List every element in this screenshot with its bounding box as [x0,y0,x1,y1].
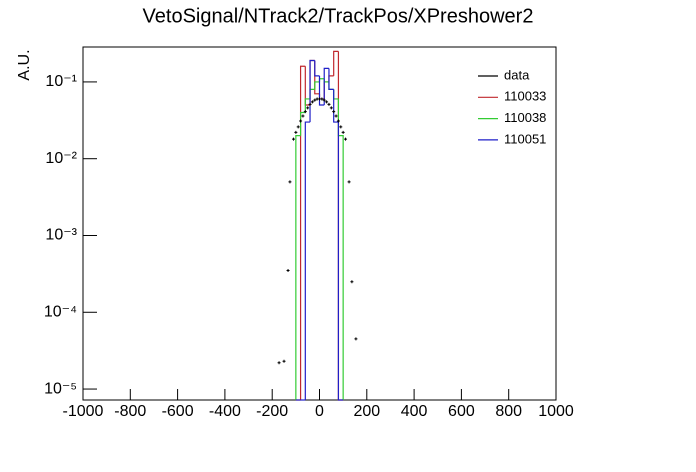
data-point [303,110,307,114]
histogram-bin [337,98,344,400]
data-point [313,98,317,102]
histogram-bin [299,65,306,400]
data-point [288,180,292,184]
data-point [308,102,312,106]
data-point [347,180,351,184]
x-tick-label: -600 [162,403,194,420]
histogram-bin [304,98,311,113]
data-point [306,106,310,110]
histogram-bin [295,134,301,400]
x-tick-label: 600 [448,403,475,420]
data-point [320,97,324,101]
data-point [301,114,305,118]
y-tick-label: 10⁻² [45,150,77,167]
histogram-bin [314,60,320,77]
histogram-bin [318,75,325,106]
data-point [310,100,314,104]
data-point [277,361,281,365]
data-point [329,106,333,110]
data-point [286,268,290,272]
histogram-bin [309,59,315,123]
y-tick-label: 10⁻³ [45,227,77,244]
data-point [291,137,295,141]
histogram-bin [323,67,329,106]
data-point [336,119,340,123]
data-point [327,102,331,106]
data-point [341,130,345,134]
x-tick-label: -800 [114,403,146,420]
x-tick-label: 200 [353,403,380,420]
data-point [322,98,326,102]
histogram-bin [333,89,339,123]
histogram-bin [328,68,334,90]
legend-label: 110051 [504,131,546,146]
histogram-bin [299,111,306,136]
y-tick-label: 10⁻⁴ [44,303,77,320]
data-point [332,110,336,114]
legend-label: 110033 [504,89,546,104]
histogram-bin [337,122,344,401]
data-point [334,114,338,118]
x-tick-label: 1000 [538,403,574,420]
data-point [282,359,286,363]
histogram-bin [304,121,311,400]
data-point [325,100,329,104]
data-point [339,125,343,129]
data-point [299,119,303,123]
y-axis-label: A.U. [16,49,33,80]
histogram-bin [314,81,320,90]
data-point [294,130,298,134]
data-point [296,125,300,129]
legend-label: 110038 [504,110,546,125]
legend-label: data [504,67,530,82]
histogram-bin [333,50,339,76]
x-tick-label: -1000 [63,403,104,420]
data-point [350,280,354,284]
x-tick-label: 400 [401,403,428,420]
data-point [344,137,348,141]
chart-title: VetoSignal/NTrack2/TrackPos/XPreshower2 [143,5,534,27]
x-tick-label: -200 [256,403,288,420]
y-tick-label: 10⁻¹ [45,73,77,90]
x-tick-label: -400 [209,403,241,420]
data-point [354,337,358,341]
y-tick-label: 10⁻⁵ [44,380,77,397]
x-tick-label: 800 [495,403,522,420]
x-tick-label: 0 [315,403,324,420]
